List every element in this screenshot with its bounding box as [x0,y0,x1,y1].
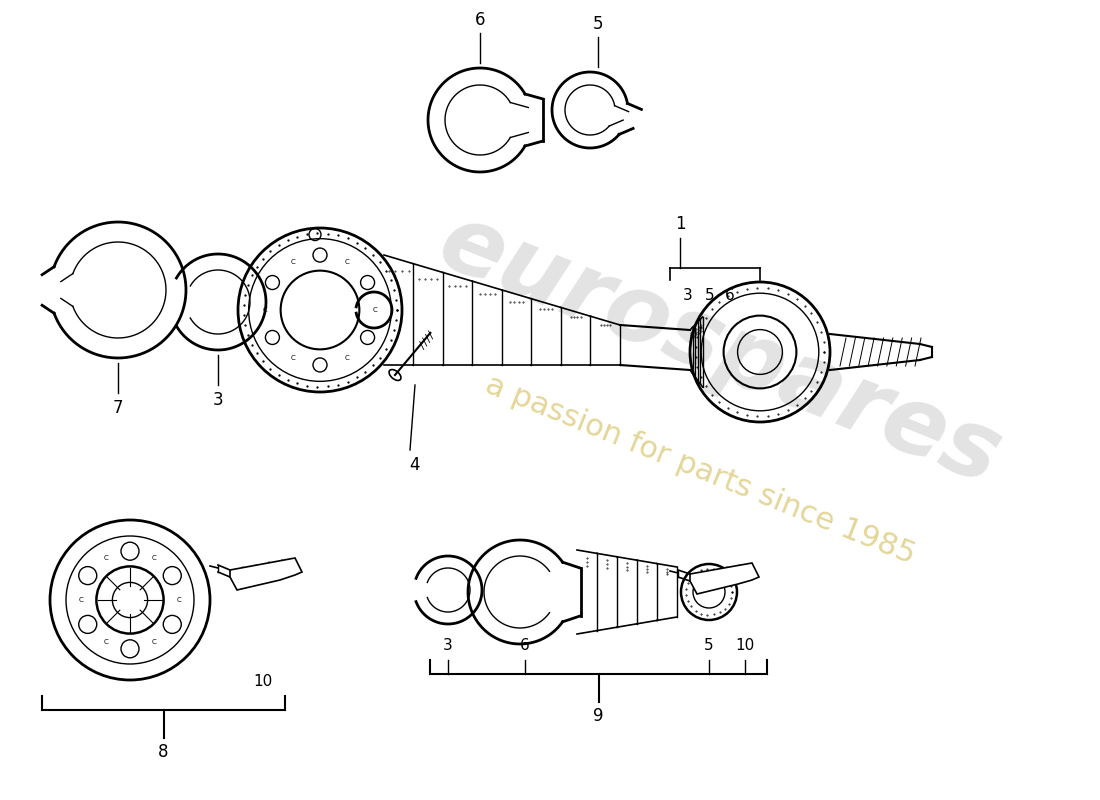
Text: C: C [176,597,182,603]
Text: C: C [263,307,267,313]
Text: 5: 5 [593,15,603,33]
Polygon shape [690,563,759,594]
Text: C: C [103,554,108,561]
Text: 7: 7 [112,399,123,417]
Text: 6: 6 [475,11,485,29]
Text: C: C [152,554,157,561]
Text: C: C [345,354,350,361]
Text: eurospares: eurospares [426,195,1014,505]
Text: 6: 6 [520,638,530,654]
Text: 9: 9 [593,707,604,725]
Text: C: C [290,259,295,266]
Text: 4: 4 [409,456,420,474]
Text: a passion for parts since 1985: a passion for parts since 1985 [481,370,920,570]
Text: C: C [103,639,108,646]
Text: C: C [345,259,350,266]
Polygon shape [230,558,302,590]
Text: 10: 10 [736,638,755,654]
Text: 5: 5 [705,289,715,303]
Text: 10: 10 [253,674,273,690]
Text: 3: 3 [443,638,453,654]
Text: 1: 1 [674,215,685,233]
Text: 8: 8 [158,743,168,761]
Text: C: C [290,354,295,361]
Text: 3: 3 [683,289,693,303]
Text: C: C [152,639,157,646]
Text: C: C [373,307,377,313]
Text: C: C [79,597,84,603]
Text: 5: 5 [704,638,714,654]
Text: 3: 3 [212,391,223,409]
Text: 6: 6 [725,289,735,303]
